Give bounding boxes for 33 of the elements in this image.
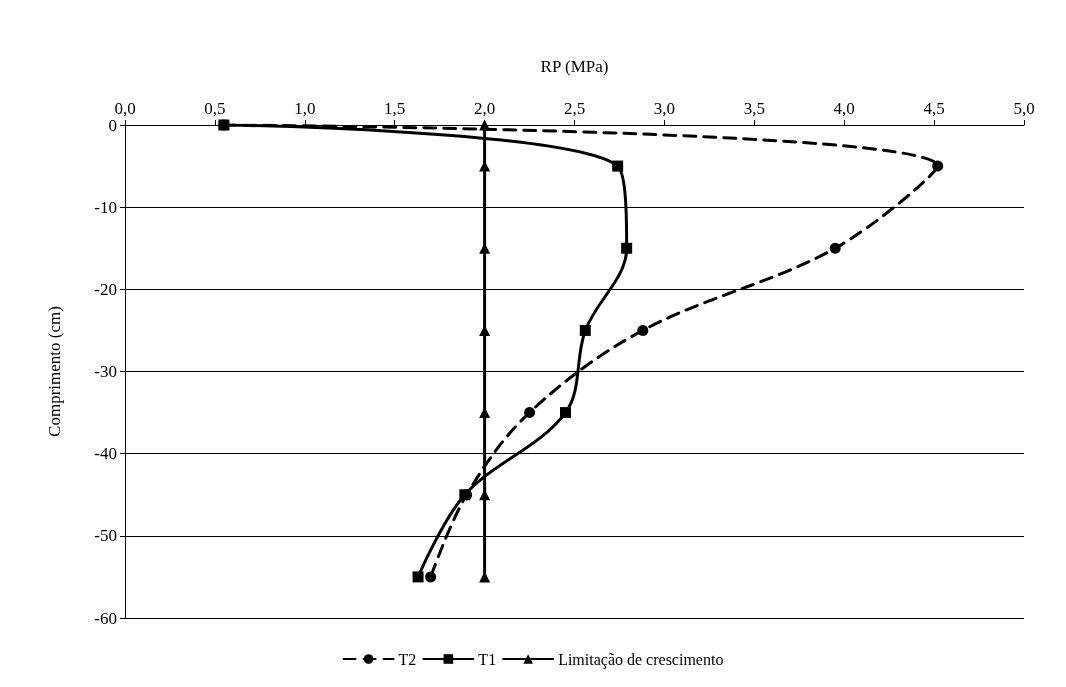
point (560, 407, 572, 419)
x-tick-label: 2,0 (473, 99, 496, 118)
x-tick-label: 0,5 (204, 99, 226, 118)
x-tick-label: 3,5 (743, 99, 765, 118)
legend-label: T1 (478, 650, 497, 668)
x-tick-label: 4,5 (923, 99, 945, 118)
point (579, 324, 591, 336)
x-tick-label: 4,0 (833, 99, 855, 118)
legend-label: T2 (398, 650, 417, 668)
x-tick-label: 3,0 (653, 99, 676, 118)
y-axis-title: Comprimento (cm) (45, 306, 64, 437)
legend-label: Limitação de crescimento (558, 650, 724, 669)
x-tick-label: 0,0 (114, 99, 136, 118)
y-tick-label: 0 (108, 115, 117, 135)
point (524, 407, 536, 419)
point (612, 160, 624, 172)
point (412, 571, 424, 583)
point (829, 242, 841, 254)
y-tick-label: -30 (94, 362, 117, 381)
x-tick-label: 1,5 (384, 99, 406, 118)
y-tick-label: -20 (94, 279, 117, 299)
y-tick-label: -40 (94, 444, 117, 464)
point (621, 242, 633, 254)
y-tick-label: -50 (94, 526, 117, 546)
x-axis-title: RP (MPa) (540, 57, 609, 76)
y-tick-label: -60 (94, 608, 117, 628)
x-tick-label: 5,0 (1013, 99, 1035, 118)
x-tick-label: 2,5 (563, 99, 586, 118)
point (932, 160, 944, 172)
point (637, 324, 649, 336)
y-tick-label: -10 (94, 197, 117, 217)
point (425, 571, 437, 583)
x-tick-label: 1,0 (294, 99, 316, 118)
